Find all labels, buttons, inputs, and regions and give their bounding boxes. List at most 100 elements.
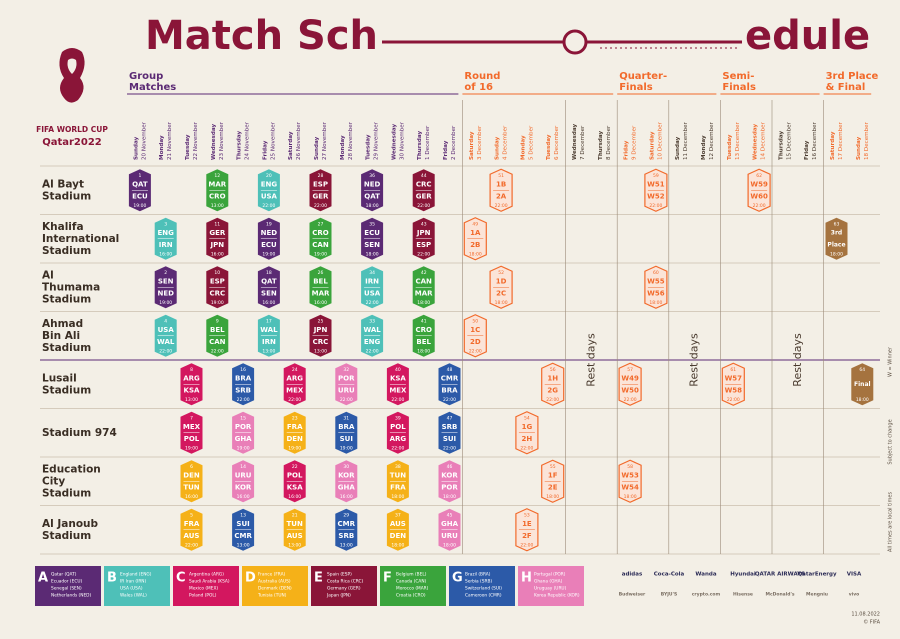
day-header: Saturday 17 December bbox=[830, 121, 844, 160]
match-time: 13:00 bbox=[340, 542, 353, 548]
match-team: AUS bbox=[390, 520, 406, 528]
match-time: 13:00 bbox=[288, 542, 301, 548]
day-weekday: Monday bbox=[340, 135, 346, 160]
group-box bbox=[242, 566, 308, 606]
stadium-name: Ahmad bbox=[42, 318, 83, 330]
day-weekday: Friday bbox=[624, 140, 630, 160]
match-team: 2E bbox=[548, 483, 558, 491]
match-number: 56 bbox=[550, 367, 556, 373]
match-number: 64 bbox=[859, 367, 865, 373]
match-team: 2A bbox=[496, 192, 507, 200]
match-team: URU bbox=[338, 386, 355, 394]
stadium-name: Al Janoub bbox=[42, 518, 99, 530]
match-time: 13:00 bbox=[262, 348, 275, 354]
match-team: KSA bbox=[184, 386, 200, 394]
day-weekday: Wednesday bbox=[391, 124, 397, 160]
match-number: 40 bbox=[395, 367, 401, 373]
match-number: 50 bbox=[472, 318, 478, 324]
sponsor: QatarEnergy bbox=[797, 572, 836, 578]
match-time: 22:00 bbox=[520, 542, 533, 548]
match-team: CRC bbox=[313, 338, 329, 346]
match-time: 16:00 bbox=[211, 251, 224, 257]
match-time: 13:00 bbox=[211, 203, 224, 209]
match-team: NED bbox=[157, 289, 174, 297]
stadium-name: Stadium 974 bbox=[42, 427, 117, 439]
match-number: 32 bbox=[343, 367, 349, 373]
day-weekday: Friday bbox=[443, 140, 449, 160]
day-weekday: Saturday bbox=[469, 131, 475, 160]
match-team: Final bbox=[854, 381, 871, 388]
day-weekday: Monday bbox=[159, 135, 165, 160]
day-header: Wednesday 23 November bbox=[211, 121, 225, 160]
phase-title: of 16 bbox=[464, 82, 493, 93]
stadium-name: Stadium bbox=[42, 342, 91, 354]
stadium-name: Stadium bbox=[42, 384, 91, 396]
match-number: 58 bbox=[627, 464, 633, 470]
match-team: POR bbox=[338, 374, 355, 382]
match-number: 18 bbox=[266, 270, 272, 276]
match-time: 22:00 bbox=[417, 203, 430, 209]
day-weekday: Thursday bbox=[417, 131, 423, 160]
day-header: Saturday 10 December bbox=[649, 121, 663, 160]
match-time: 22:00 bbox=[469, 348, 482, 354]
match-team: KSA bbox=[390, 374, 406, 382]
match-time: 18:00 bbox=[624, 494, 637, 500]
match-team: CRC bbox=[416, 180, 432, 188]
match-team: SUI bbox=[236, 520, 249, 528]
day-header: Sunday 11 December bbox=[675, 121, 689, 160]
match-number: 3 bbox=[164, 221, 167, 227]
match-number: 2 bbox=[164, 270, 167, 276]
group-box bbox=[449, 566, 515, 606]
match-number: 36 bbox=[369, 173, 375, 179]
group-team: Australia (AUS) bbox=[258, 579, 291, 585]
group-team: Saudi Arabia (KSA) bbox=[189, 579, 230, 585]
day-date: 27 November bbox=[322, 121, 328, 160]
day-header: Wednesday 30 November bbox=[391, 121, 405, 160]
match-number: 7 bbox=[190, 415, 193, 421]
match-number: 20 bbox=[266, 173, 272, 179]
match-team: URU bbox=[235, 471, 252, 479]
match-team: GHA bbox=[235, 435, 253, 443]
match-team: JPN bbox=[416, 229, 431, 237]
match-team: JPN bbox=[210, 241, 225, 249]
match-team: ARG bbox=[390, 435, 407, 443]
day-header: Monday 5 December bbox=[520, 125, 534, 160]
day-header: Saturday 3 December bbox=[469, 125, 483, 160]
match-team: JPN bbox=[313, 326, 328, 334]
match-team: SRB bbox=[442, 423, 458, 431]
phase-title: Round bbox=[464, 71, 500, 82]
day-date: 7 December bbox=[580, 125, 586, 160]
match-team: AUS bbox=[184, 532, 200, 540]
group-letter: H bbox=[521, 571, 532, 586]
day-header: Tuesday 13 December bbox=[727, 121, 741, 160]
match-number: 33 bbox=[369, 318, 375, 324]
phase-title: Matches bbox=[129, 82, 176, 93]
match-team: BEL bbox=[416, 338, 431, 346]
stadium-name: Al Bayt bbox=[42, 178, 84, 190]
sponsor: QATAR AIRWAYS bbox=[755, 572, 805, 578]
day-date: 2 December bbox=[451, 125, 457, 160]
match-team: 1B bbox=[496, 180, 506, 188]
match-number: 27 bbox=[318, 221, 324, 227]
group-team: Netherlands (NED) bbox=[51, 593, 91, 599]
match-badge bbox=[851, 363, 874, 406]
stadium-name: Stadium bbox=[42, 190, 91, 202]
match-time: 22:00 bbox=[314, 203, 327, 209]
match-team: IRN bbox=[262, 338, 276, 346]
match-team: W54 bbox=[621, 483, 639, 491]
match-team: URU bbox=[441, 532, 458, 540]
match-number: 19 bbox=[266, 221, 272, 227]
day-date: 28 November bbox=[348, 121, 354, 160]
match-team: GER bbox=[209, 229, 226, 237]
match-team: SEN bbox=[158, 277, 174, 285]
match-team: NED bbox=[261, 229, 278, 237]
match-time: 19:00 bbox=[237, 445, 250, 451]
stadium-name: Stadium bbox=[42, 245, 91, 257]
day-header: Tuesday 22 November bbox=[185, 121, 199, 160]
match-time: 18:00 bbox=[391, 542, 404, 548]
match-number: 9 bbox=[216, 318, 219, 324]
day-header: Wednesday 7 December bbox=[572, 124, 586, 160]
match-team: BRA bbox=[441, 386, 458, 394]
stadium-name: International bbox=[42, 233, 119, 245]
match-team: ESP bbox=[313, 180, 328, 188]
